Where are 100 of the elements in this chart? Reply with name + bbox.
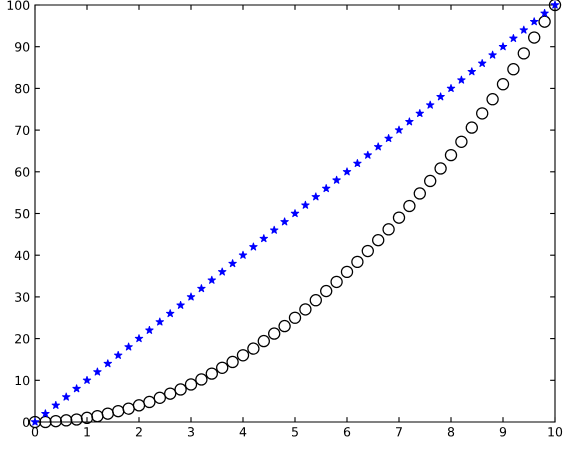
point <box>288 312 302 324</box>
point <box>70 413 83 426</box>
x-tick-label: 2 <box>136 427 142 436</box>
y-tick-label: 80 <box>15 84 30 94</box>
x-tick-label: 5 <box>292 427 298 437</box>
point <box>467 67 476 76</box>
point <box>132 399 146 412</box>
y-tick-label: 60 <box>15 167 30 177</box>
point <box>195 373 208 386</box>
point <box>290 208 300 218</box>
point <box>332 176 341 184</box>
point <box>80 412 94 424</box>
point <box>228 258 237 268</box>
point <box>426 100 435 109</box>
point <box>436 92 445 101</box>
point <box>507 63 520 76</box>
point <box>518 47 530 60</box>
point <box>176 300 185 310</box>
point <box>154 392 166 404</box>
point <box>112 404 124 418</box>
point <box>301 200 310 209</box>
point <box>403 200 416 212</box>
point <box>236 349 250 362</box>
point <box>164 387 176 400</box>
point <box>478 58 487 68</box>
point <box>384 134 393 142</box>
y-tick-label: 40 <box>14 250 30 260</box>
point <box>184 378 198 391</box>
x-tick-label: 7 <box>396 427 402 436</box>
point <box>280 217 289 226</box>
x-tick-label: 10 <box>548 427 562 437</box>
point <box>226 356 239 368</box>
point <box>424 174 436 188</box>
point <box>72 384 81 392</box>
point <box>311 192 320 201</box>
point <box>259 234 268 242</box>
y-tick-label: 50 <box>15 208 30 218</box>
point <box>268 327 280 340</box>
point <box>372 234 384 246</box>
point <box>363 150 372 159</box>
point <box>155 317 164 326</box>
point <box>455 136 468 148</box>
point <box>457 75 466 84</box>
point <box>415 108 424 118</box>
point <box>50 414 62 428</box>
point <box>278 320 291 332</box>
point <box>362 244 374 258</box>
point <box>103 359 112 368</box>
point <box>207 276 216 284</box>
point <box>414 187 426 200</box>
point <box>351 256 364 268</box>
x-tick-label: 8 <box>448 427 454 437</box>
point <box>444 148 458 162</box>
point <box>434 162 447 175</box>
point <box>382 223 395 236</box>
point <box>122 402 135 415</box>
point <box>82 376 92 384</box>
point <box>538 16 551 28</box>
point <box>91 410 104 422</box>
y-tick-label: 90 <box>15 42 30 52</box>
point <box>446 84 456 92</box>
point <box>62 392 71 401</box>
point <box>41 409 50 418</box>
point <box>166 308 175 318</box>
x-tick-label: 3 <box>188 427 194 437</box>
y-tick-label: 0 <box>23 417 30 427</box>
point <box>392 211 406 224</box>
point <box>206 367 218 380</box>
point <box>342 167 352 176</box>
point <box>197 284 206 292</box>
point <box>498 42 508 50</box>
point <box>330 276 343 288</box>
point <box>51 400 60 410</box>
point <box>174 383 187 396</box>
point <box>249 242 258 251</box>
point <box>124 342 133 351</box>
x-tick-label: 9 <box>500 427 506 437</box>
point <box>496 78 510 90</box>
point <box>488 50 497 59</box>
point <box>93 367 102 376</box>
point <box>353 158 362 168</box>
x-tick-label: 6 <box>344 427 350 437</box>
x-tick-label: 1 <box>84 427 90 436</box>
y-tick-label: 30 <box>15 292 30 302</box>
point <box>476 107 488 120</box>
point <box>102 407 114 420</box>
point <box>218 267 227 276</box>
point <box>28 416 42 428</box>
point <box>39 416 52 428</box>
y-tick-label: 20 <box>15 334 30 344</box>
point <box>320 284 332 298</box>
point <box>145 326 154 334</box>
point <box>528 31 540 44</box>
y-tick-label: 10 <box>16 376 30 386</box>
point <box>216 362 228 374</box>
point <box>134 334 144 342</box>
point <box>143 396 156 408</box>
point <box>519 25 528 34</box>
point <box>186 292 196 301</box>
point <box>310 294 322 306</box>
